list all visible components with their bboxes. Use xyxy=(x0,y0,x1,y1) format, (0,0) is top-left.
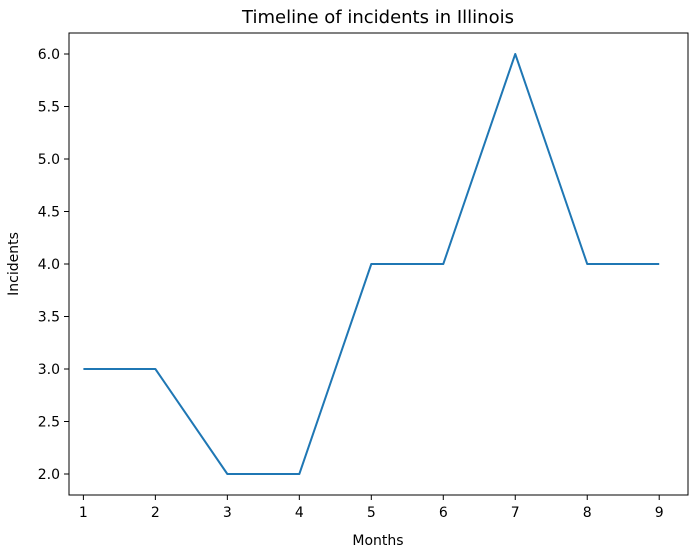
x-axis-label: Months xyxy=(352,533,403,549)
x-axis: 1 2 3 4 5 6 7 8 9 xyxy=(79,495,664,521)
y-axis-label: Incidents xyxy=(6,232,22,296)
x-tick-label: 3 xyxy=(223,505,232,521)
y-tick-label: 3.5 xyxy=(38,310,60,326)
y-tick-label: 6.0 xyxy=(38,47,60,63)
series-line xyxy=(83,53,660,475)
y-axis: 2.0 2.5 3.0 3.5 4.0 4.5 5.0 5.5 6.0 xyxy=(38,47,69,483)
x-tick-label: 5 xyxy=(367,505,376,521)
x-tick-label: 1 xyxy=(79,505,88,521)
x-tick-label: 6 xyxy=(439,505,448,521)
x-tick-label: 9 xyxy=(655,505,664,521)
y-tick-label: 3.0 xyxy=(38,362,60,378)
series-layer xyxy=(83,53,660,475)
y-tick-label: 4.0 xyxy=(38,257,60,273)
y-tick-label: 5.5 xyxy=(38,100,60,116)
x-tick-label: 7 xyxy=(511,505,520,521)
y-tick-label: 5.0 xyxy=(38,152,60,168)
x-tick-label: 4 xyxy=(295,505,304,521)
x-tick-label: 2 xyxy=(151,505,160,521)
x-tick-label: 8 xyxy=(583,505,592,521)
chart-title: Timeline of incidents in Illinois xyxy=(241,7,514,28)
y-tick-label: 4.5 xyxy=(38,205,60,221)
y-tick-label: 2.5 xyxy=(38,415,60,431)
y-tick-label: 2.0 xyxy=(38,467,60,483)
